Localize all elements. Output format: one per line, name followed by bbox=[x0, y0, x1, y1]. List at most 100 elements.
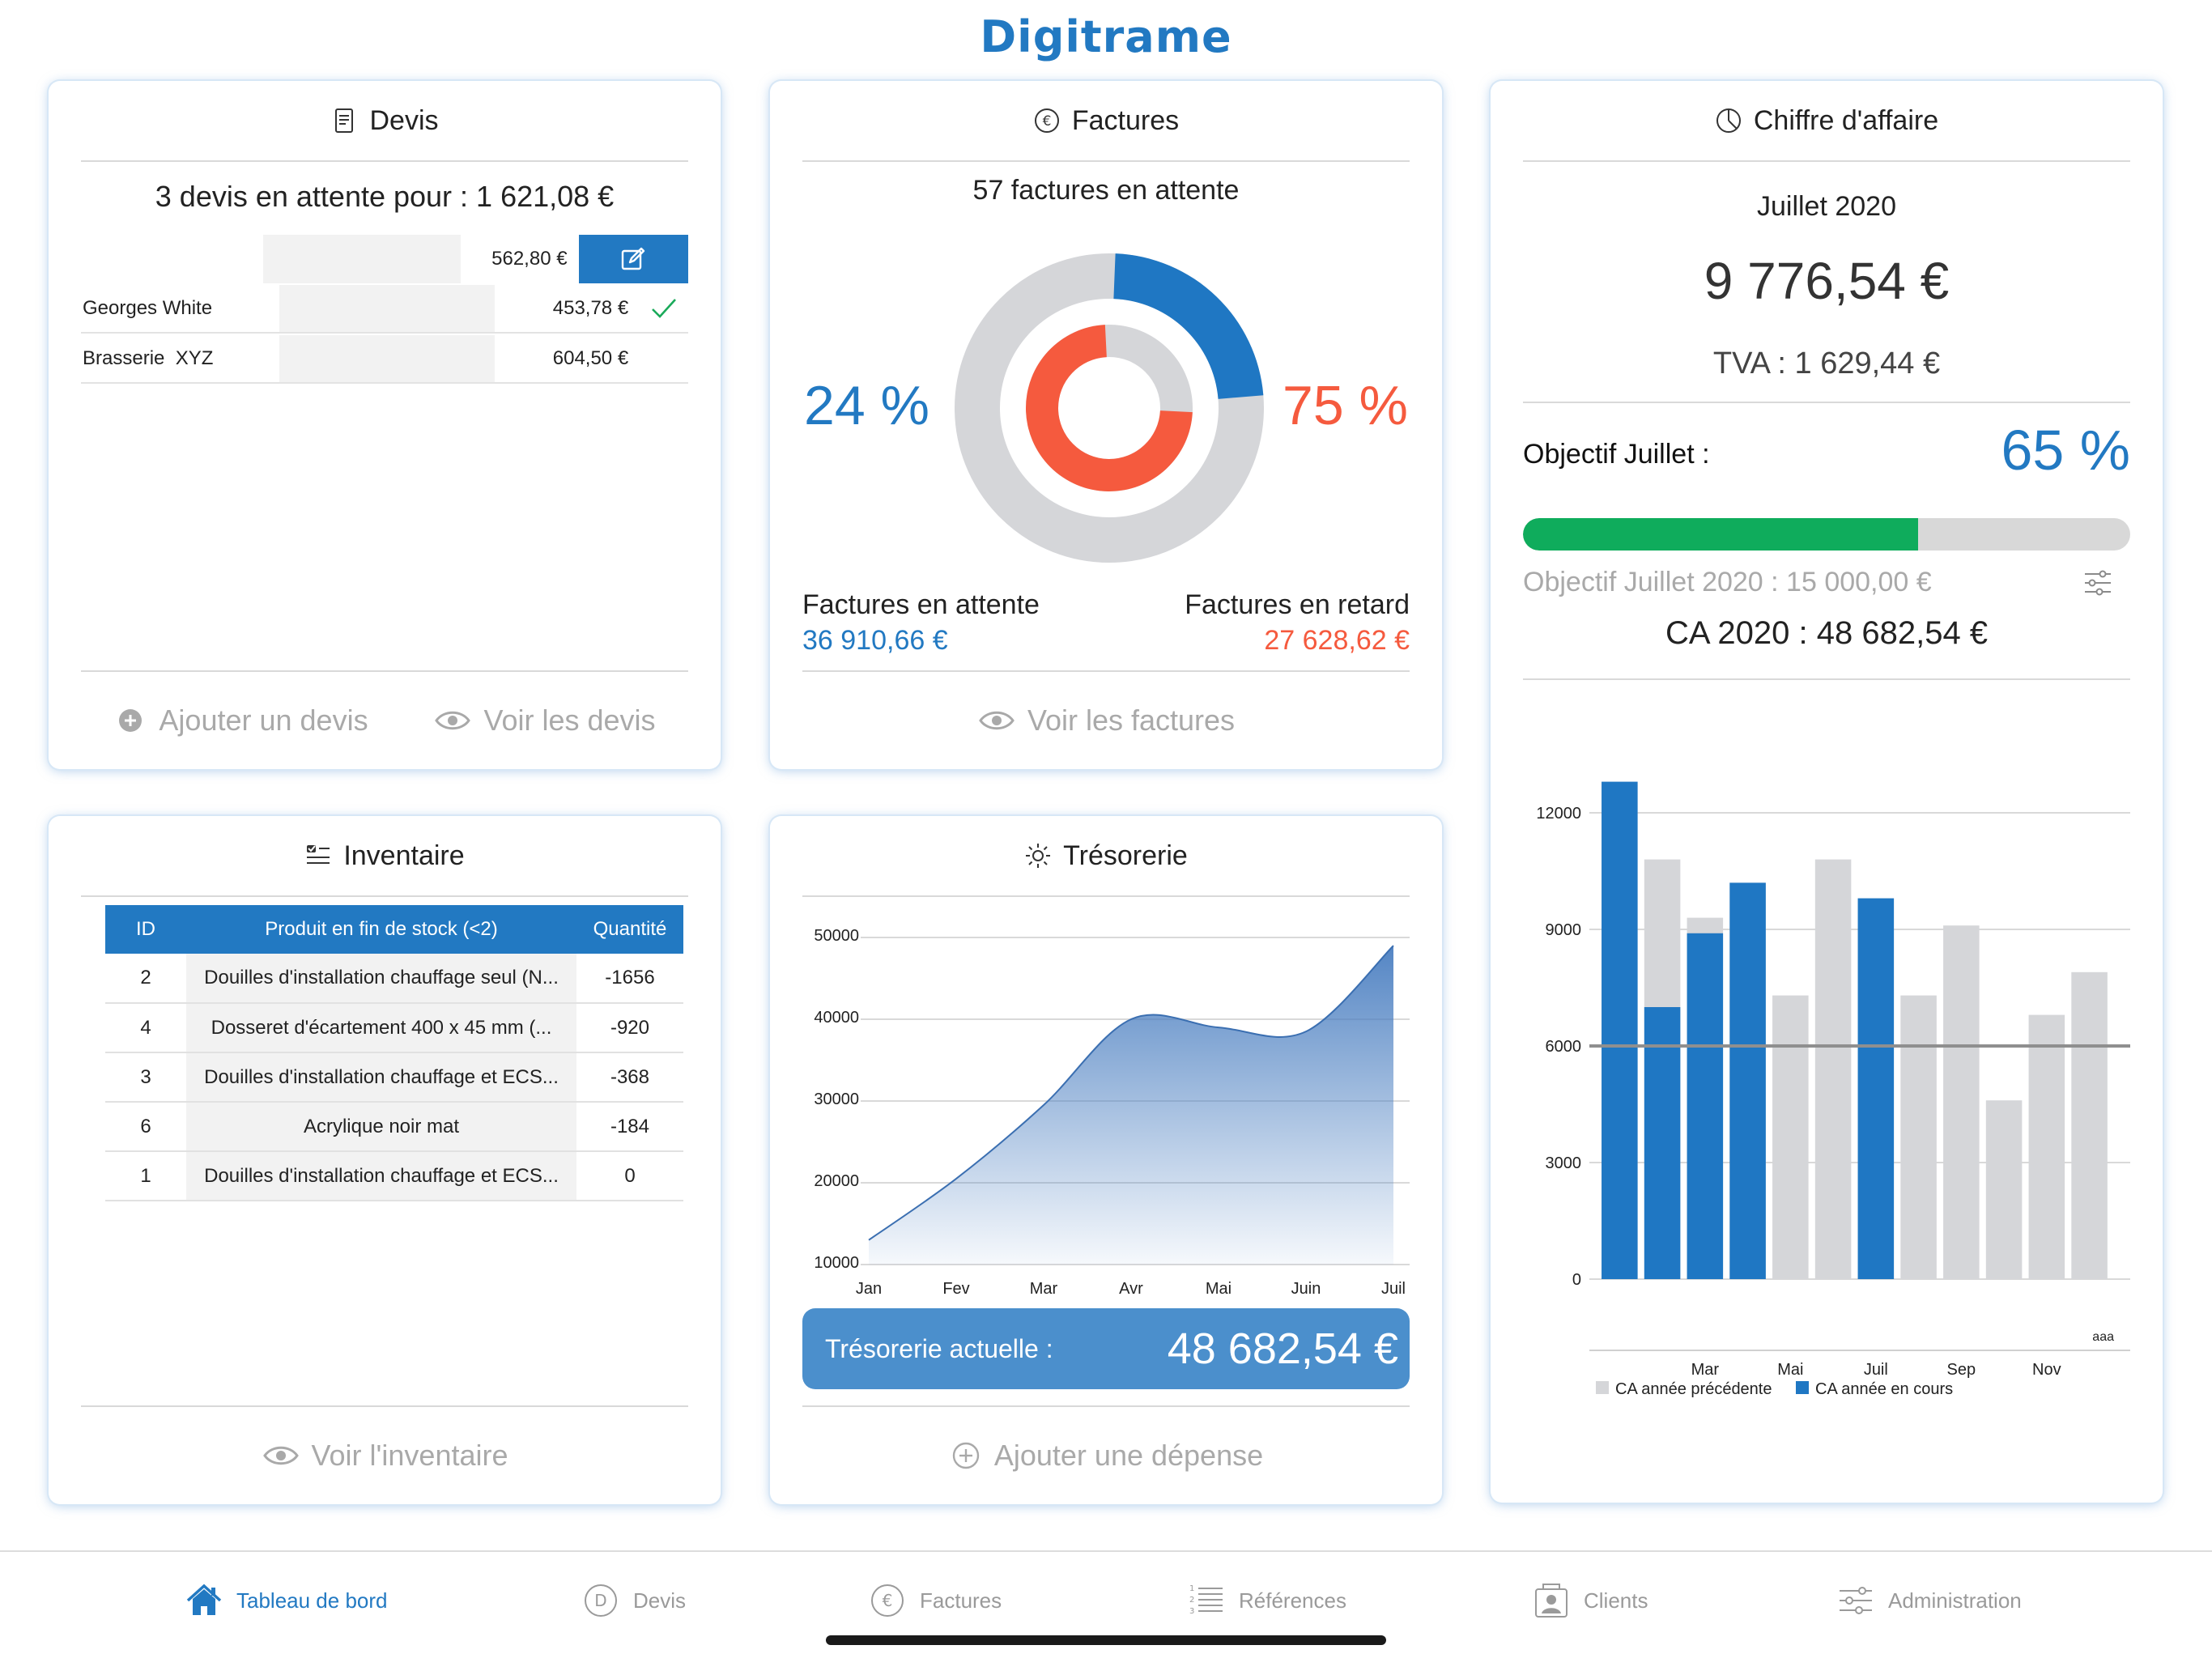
bar-annee-en-cours bbox=[1729, 882, 1766, 1279]
bar-annee-precedente bbox=[1772, 995, 1809, 1279]
axis-note: aaa bbox=[2092, 1330, 2114, 1344]
cell-quantite: -1656 bbox=[576, 954, 683, 1004]
devis-row-cell bbox=[279, 335, 495, 382]
view-factures-label: Voir les factures bbox=[1027, 704, 1236, 737]
legend-swatch bbox=[1596, 1381, 1609, 1394]
sliders-icon bbox=[1840, 1587, 1872, 1614]
check-icon bbox=[640, 294, 688, 323]
table-row[interactable]: 4 Dosseret d'écartement 400 x 45 mm (... -… bbox=[105, 1003, 683, 1053]
cell-produit: Acrylique noir mat bbox=[186, 1102, 576, 1152]
bar-annee-precedente bbox=[1900, 995, 1937, 1279]
ca-amount: 9 776,54 € bbox=[1704, 252, 1950, 310]
tab-label: Administration bbox=[1888, 1588, 2022, 1613]
factures-card: € Factures 57 factures en attente 24 % 7… bbox=[770, 81, 1442, 769]
eye-icon bbox=[979, 711, 1015, 730]
tresorerie-actuelle-value: 48 682,54 € bbox=[1167, 1324, 1398, 1373]
devis-footer: Ajouter un devis Voir les devis bbox=[81, 670, 688, 769]
devis-row[interactable]: Brasserie XYZ 604,50 € bbox=[81, 335, 688, 384]
devis-row-cell bbox=[263, 235, 461, 283]
x-tick-label: Juil bbox=[1864, 1361, 1888, 1379]
inventaire-table: ID Produit en fin de stock (<2) Quantité… bbox=[105, 905, 683, 1201]
svg-text:D: D bbox=[594, 1591, 606, 1610]
view-inventaire-button[interactable]: Voir l'inventaire bbox=[262, 1439, 508, 1473]
tab-label: Factures bbox=[920, 1588, 1002, 1613]
cell-quantite: 0 bbox=[576, 1151, 683, 1201]
legend-swatch bbox=[1796, 1381, 1809, 1394]
cell-quantite: -368 bbox=[576, 1052, 683, 1103]
add-devis-button[interactable]: Ajouter un devis bbox=[113, 704, 368, 738]
cell-quantite: -920 bbox=[576, 1003, 683, 1053]
tresorerie-title: Trésorerie bbox=[1063, 840, 1188, 871]
inventaire-card: Inventaire ID Produit en fin de stock (<… bbox=[49, 816, 721, 1504]
edit-devis-button[interactable] bbox=[578, 235, 689, 283]
y-tick-label: 40000 bbox=[814, 1009, 859, 1027]
sun-icon bbox=[1026, 844, 1051, 868]
x-tick-label: Nov bbox=[2032, 1361, 2061, 1379]
tab-clients[interactable]: Clients bbox=[1532, 1581, 1648, 1620]
cell-produit: Douilles d'installation chauffage et ECS… bbox=[186, 1052, 576, 1103]
sliders-icon[interactable] bbox=[2082, 567, 2114, 599]
donut-outer-arc-attente bbox=[1113, 253, 1264, 399]
ca-bar-chart: 0 3000 6000 9000 12000 aaa Mar Mai Juil Sep Nov CA … bbox=[1536, 781, 2130, 1398]
x-tick-label: Mar bbox=[1030, 1280, 1058, 1298]
y-tick-label: 30000 bbox=[814, 1090, 859, 1108]
view-inventaire-label: Voir l'inventaire bbox=[311, 1439, 508, 1472]
table-row[interactable]: 6 Acrylique noir mat -184 bbox=[105, 1102, 683, 1152]
ca-month: Juillet 2020 bbox=[1756, 191, 1896, 222]
euro-circle-icon: € bbox=[871, 1584, 904, 1617]
factures-donut-chart bbox=[955, 253, 1264, 563]
tab-administration[interactable]: Administration bbox=[1836, 1581, 2022, 1620]
column-header-quantite: Quantité bbox=[576, 905, 683, 954]
x-tick-label: Avr bbox=[1119, 1280, 1143, 1298]
eye-icon bbox=[262, 1446, 299, 1465]
add-depense-label: Ajouter une dépense bbox=[993, 1439, 1264, 1472]
x-tick-label: Mai bbox=[1777, 1361, 1803, 1379]
cell-id: 3 bbox=[105, 1052, 186, 1103]
devis-title: Devis bbox=[369, 104, 439, 136]
ca-header: Chiffre d'affaire bbox=[1523, 81, 2130, 162]
tresorerie-footer: Ajouter une dépense bbox=[802, 1405, 1410, 1504]
cell-quantite: -184 bbox=[576, 1102, 683, 1152]
tab-references[interactable]: 1 2 3 Références bbox=[1187, 1581, 1346, 1620]
pie-clock-icon bbox=[1716, 108, 1741, 133]
y-tick-label: 0 bbox=[1572, 1271, 1581, 1289]
cell-id: 4 bbox=[105, 1003, 186, 1053]
objectif-sub: Objectif Juillet 2020 : 15 000,00 € bbox=[1523, 567, 1932, 597]
devis-row[interactable]: 562,80 € bbox=[81, 235, 689, 283]
devis-row[interactable]: Georges White 453,78 € bbox=[81, 285, 688, 334]
tab-tableau-de-bord[interactable]: Tableau de bord bbox=[185, 1581, 387, 1620]
tab-factures[interactable]: € Factures bbox=[868, 1581, 1002, 1620]
home-indicator[interactable] bbox=[826, 1635, 1386, 1645]
view-devis-label: Voir les devis bbox=[483, 704, 656, 737]
bar-annee-precedente bbox=[1943, 925, 1980, 1279]
table-row[interactable]: 1 Douilles d'installation chauffage et EC… bbox=[105, 1151, 683, 1201]
objectif-label: Objectif Juillet : bbox=[1523, 439, 1710, 470]
add-depense-button[interactable]: Ajouter une dépense bbox=[949, 1439, 1263, 1473]
table-row[interactable]: 2 Douilles d'installation chauffage seul … bbox=[105, 954, 683, 1004]
bar-annee-en-cours bbox=[1602, 781, 1638, 1279]
ca-year-total: CA 2020 : 48 682,54 € bbox=[1665, 615, 1989, 651]
tab-devis[interactable]: D Devis bbox=[581, 1581, 686, 1620]
tab-label: Tableau de bord bbox=[236, 1588, 388, 1613]
legend-label: CA année en cours bbox=[1815, 1380, 1953, 1398]
svg-text:3: 3 bbox=[1189, 1607, 1194, 1616]
factures-header: € Factures bbox=[802, 81, 1410, 162]
checklist-icon bbox=[307, 845, 330, 864]
tresorerie-line bbox=[868, 945, 1394, 1241]
factures-attente-pct: 24 % bbox=[804, 375, 929, 436]
y-tick-label: 50000 bbox=[814, 927, 859, 945]
devis-header: Devis bbox=[81, 81, 688, 162]
table-row[interactable]: 3 Douilles d'installation chauffage et EC… bbox=[105, 1052, 683, 1103]
view-factures-button[interactable]: Voir les factures bbox=[977, 704, 1235, 738]
cell-id: 2 bbox=[105, 954, 186, 1004]
factures-summary: 57 factures en attente bbox=[972, 175, 1240, 206]
y-tick-label: 6000 bbox=[1546, 1038, 1582, 1056]
factures-attente-label: Factures en attente bbox=[802, 589, 1040, 620]
view-devis-button[interactable]: Voir les devis bbox=[433, 704, 656, 738]
objectif-progress-bar bbox=[1523, 518, 2130, 551]
y-tick-label: 3000 bbox=[1546, 1154, 1582, 1172]
factures-retard-label: Factures en retard bbox=[1185, 589, 1410, 620]
plus-circle-outline-icon bbox=[952, 1442, 980, 1469]
devis-row-amount: 604,50 € bbox=[552, 347, 629, 369]
app-logo: Digitrame bbox=[980, 11, 1232, 62]
